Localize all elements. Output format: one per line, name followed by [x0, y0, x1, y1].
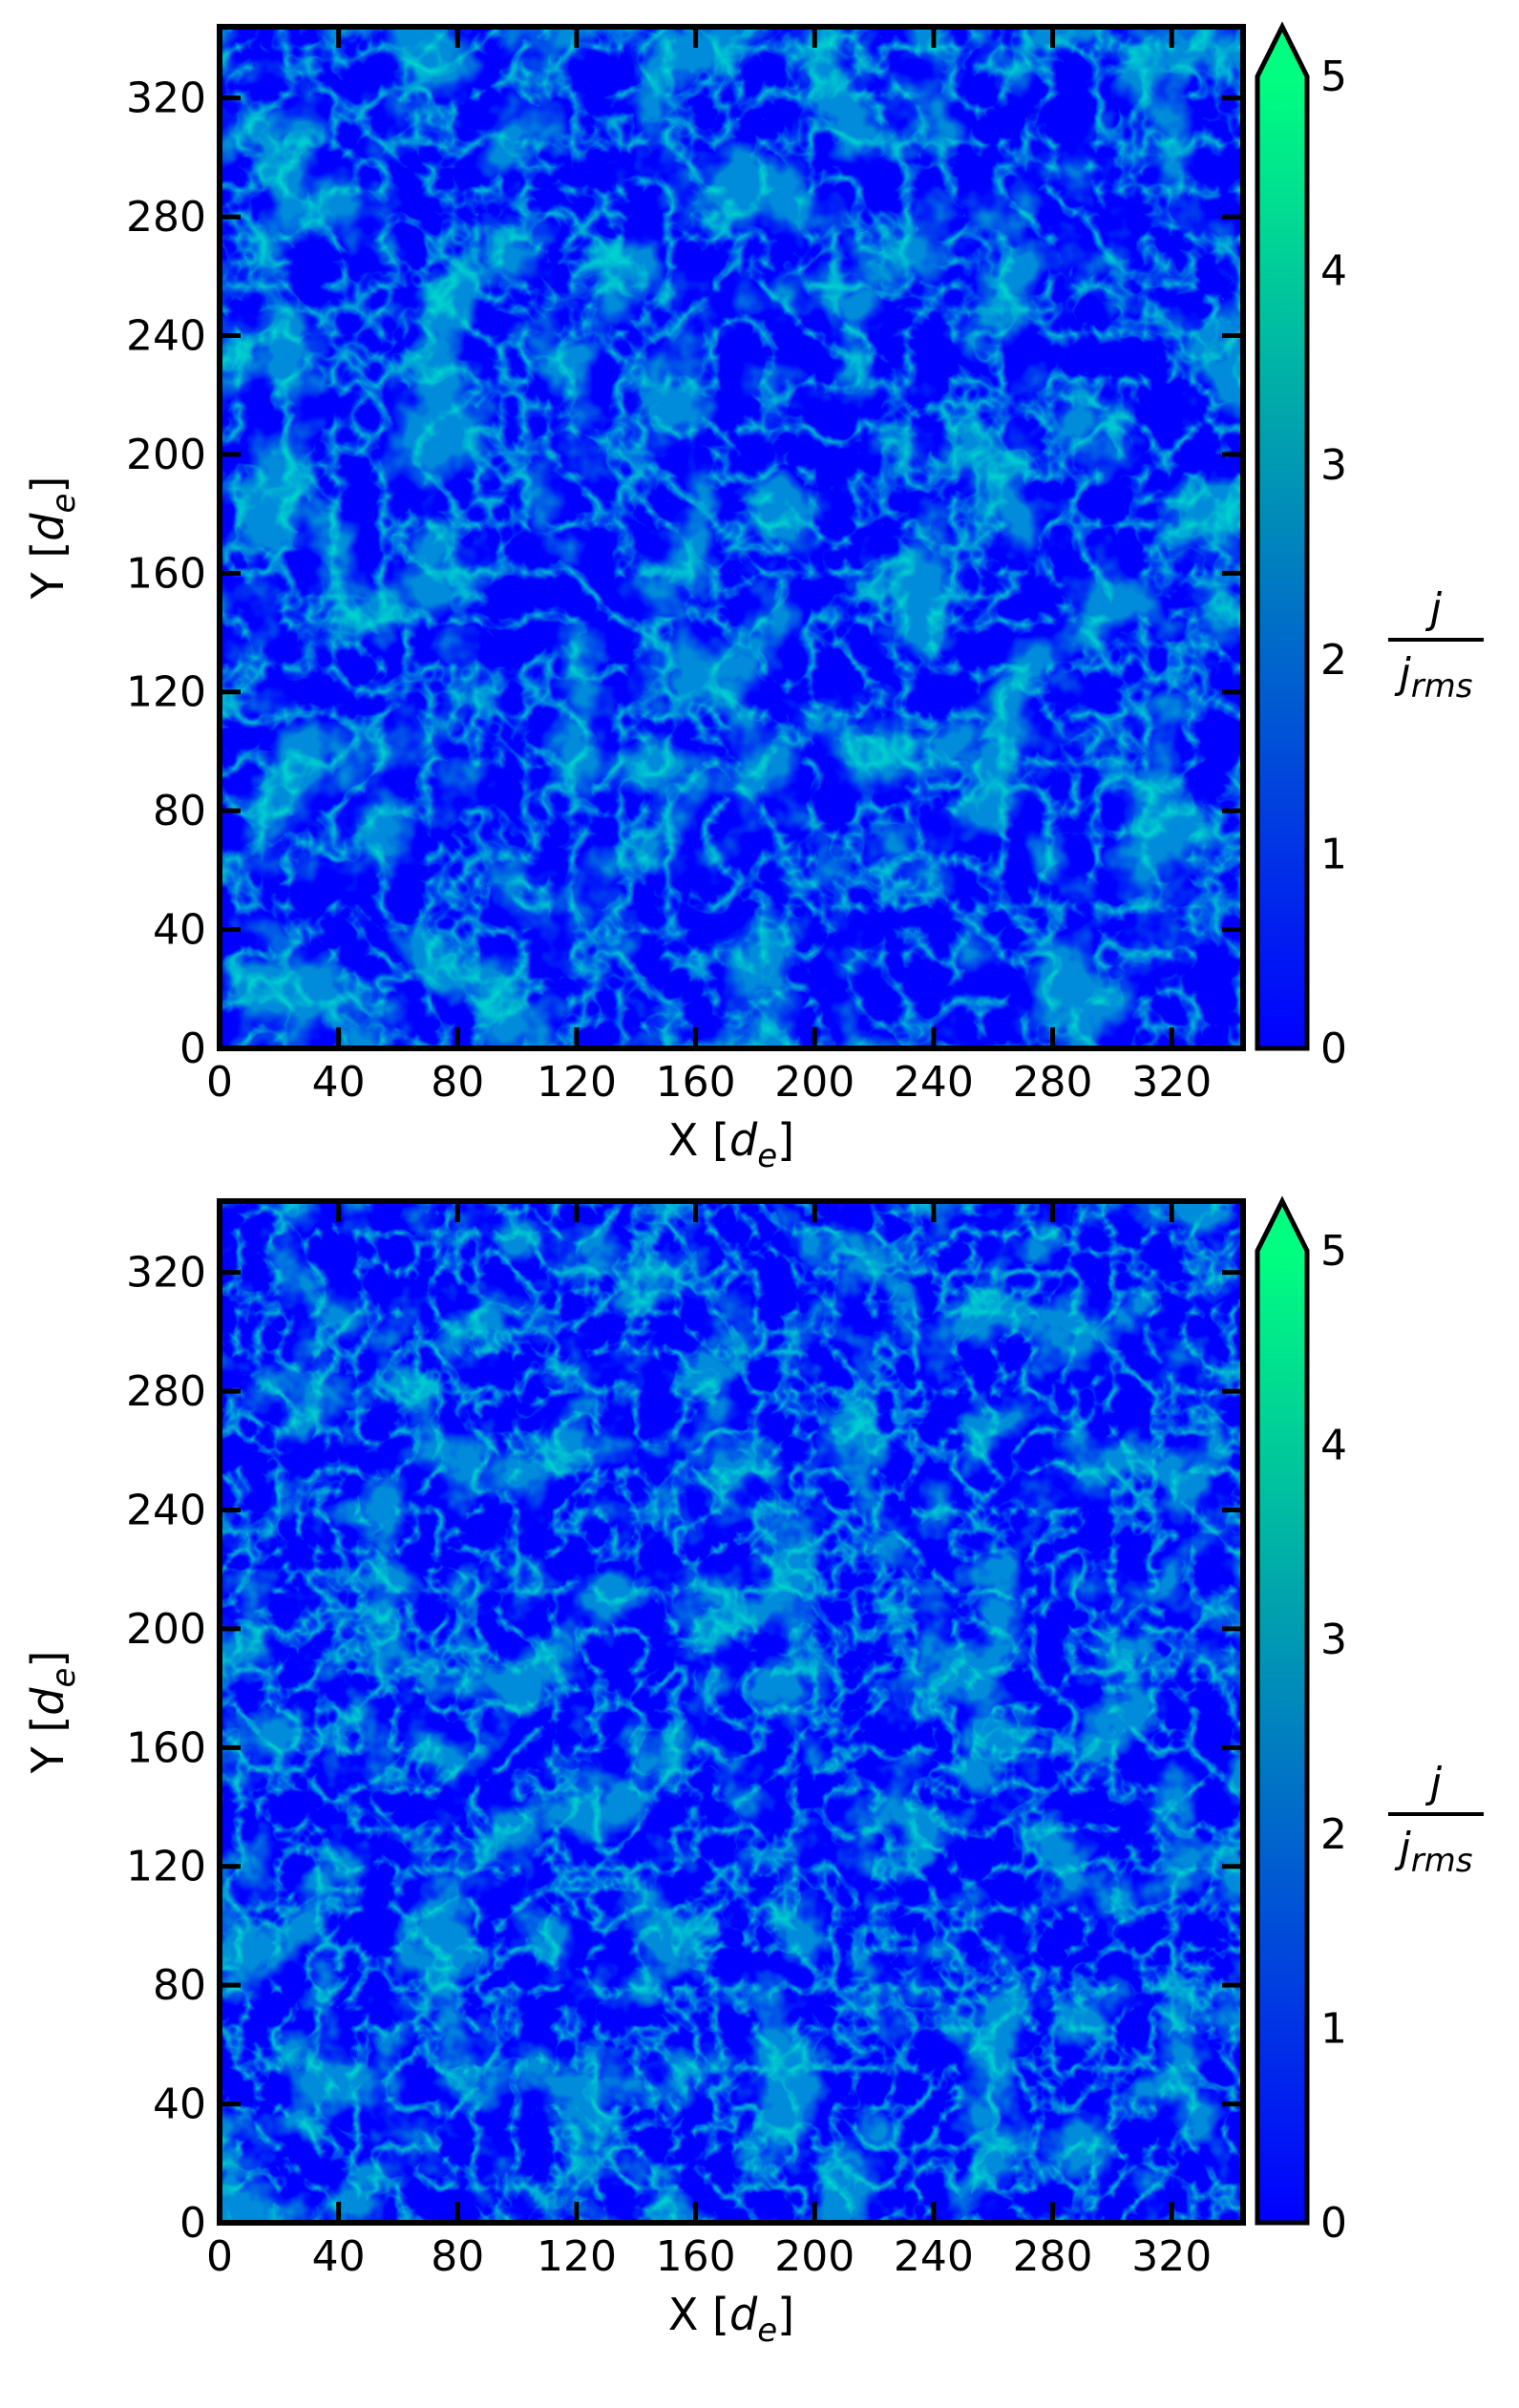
- x-tick-label: 200: [774, 2232, 854, 2281]
- y-tick-label: 280: [126, 1367, 206, 1416]
- colorbar-outline: [1255, 1195, 1310, 2226]
- colorbar-label: j jrms: [1388, 584, 1484, 706]
- y-axis-title: Y [de]: [22, 1651, 83, 1775]
- y-tick-label: 120: [126, 668, 206, 717]
- colorbar-label-denominator: jrms: [1394, 649, 1472, 706]
- colorbar-gradient: [1257, 76, 1307, 1048]
- x-tick-label: 240: [894, 2232, 974, 2281]
- x-tick-label: 0: [206, 2232, 233, 2281]
- colorbar-label-denominator: jrms: [1394, 1824, 1472, 1880]
- x-tick-label: 280: [1013, 2232, 1093, 2281]
- x-tick-label: 0: [206, 1058, 233, 1107]
- y-axis-title-text: Y [de]: [22, 1651, 83, 1775]
- x-tick-label: 160: [656, 1058, 736, 1107]
- x-tick-label: 80: [431, 1058, 484, 1107]
- x-tick-label: 240: [894, 1058, 974, 1107]
- colorbar-extend-arrow: [1257, 1201, 1307, 1251]
- panel-top: 0 40 80 120 160 200 240 280 32004080120160200240…: [22, 21, 1484, 1175]
- x-tick-label: 80: [431, 2232, 484, 2281]
- heatmap-image: [220, 27, 1243, 1048]
- x-tick-label: 320: [1131, 2232, 1212, 2281]
- x-axis-title-text: X [de]: [668, 2289, 794, 2350]
- colorbar-tick-label: 3: [1320, 1616, 1347, 1664]
- colorbar: 0 1 2 3 4 5 j jrms: [1255, 1195, 1484, 2248]
- colorbar-tick-label: 0: [1320, 1024, 1347, 1073]
- y-tick-label: 0: [179, 2199, 206, 2248]
- y-tick-label: 240: [126, 1486, 206, 1534]
- heatmap-image: [220, 1201, 1243, 2223]
- y-tick-label: 0: [179, 1024, 206, 1073]
- colorbar-tick-label: 1: [1320, 830, 1347, 878]
- y-tick-label: 160: [126, 1723, 206, 1772]
- x-axis-title-text: X [de]: [668, 1114, 794, 1175]
- colorbar-tick-label: 3: [1320, 441, 1347, 490]
- y-tick-label: 40: [153, 2081, 206, 2129]
- colorbar-extend-arrow: [1257, 27, 1307, 76]
- x-axis-title: X [de]: [668, 1114, 794, 1175]
- colorbar-tick-label: 0: [1320, 2199, 1347, 2248]
- y-tick-label: 80: [153, 1961, 206, 2010]
- y-tick-label: 160: [126, 549, 206, 598]
- x-tick-label: 40: [312, 2232, 366, 2281]
- x-tick-label: 120: [537, 1058, 617, 1107]
- colorbar-tick-label: 4: [1320, 1422, 1347, 1470]
- x-tick-label: 120: [537, 2232, 617, 2281]
- x-tick-label: 160: [656, 2232, 736, 2281]
- y-axis-title: Y [de]: [22, 476, 83, 601]
- colorbar-label: j jrms: [1388, 1759, 1484, 1880]
- colorbar-tick-label: 2: [1320, 1810, 1347, 1859]
- y-tick-label: 320: [126, 74, 206, 123]
- panel-bottom: 0 40 80 120 160 200 240 280 32004080120160200240…: [22, 1195, 1484, 2350]
- colorbar-tick-label: 1: [1320, 2004, 1347, 2053]
- y-tick-label: 40: [153, 906, 206, 955]
- y-tick-label: 320: [126, 1249, 206, 1298]
- y-tick-label: 200: [126, 431, 206, 479]
- x-tick-label: 200: [774, 1058, 854, 1107]
- x-tick-label: 40: [312, 1058, 366, 1107]
- colorbar-label-numerator: j: [1425, 1759, 1443, 1807]
- colorbar-tick-label: 5: [1320, 1227, 1347, 1276]
- x-tick-label: 280: [1013, 1058, 1093, 1107]
- y-tick-label: 240: [126, 311, 206, 360]
- colorbar-outline: [1255, 21, 1310, 1051]
- y-tick-label: 80: [153, 787, 206, 835]
- plot-frame: [217, 24, 1246, 1051]
- x-axis-title: X [de]: [668, 2289, 794, 2350]
- colorbar-gradient: [1257, 1251, 1307, 2223]
- colorbar-tick-label: 5: [1320, 53, 1347, 101]
- colorbar: 0 1 2 3 4 5 j jrms: [1255, 21, 1484, 1073]
- x-tick-label: 320: [1131, 1058, 1212, 1107]
- plot-frame: [217, 1198, 1246, 2226]
- y-tick-label: 200: [126, 1605, 206, 1654]
- colorbar-tick-label: 4: [1320, 247, 1347, 296]
- colorbar-label-numerator: j: [1425, 584, 1443, 633]
- y-axis-title-text: Y [de]: [22, 476, 83, 601]
- colorbar-tick-label: 2: [1320, 636, 1347, 685]
- y-tick-label: 120: [126, 1843, 206, 1891]
- y-tick-label: 280: [126, 193, 206, 242]
